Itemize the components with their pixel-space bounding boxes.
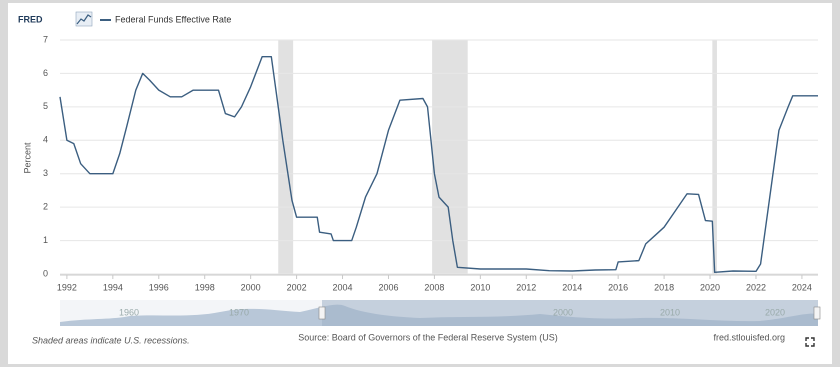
- x-tick-label: 1998: [195, 282, 215, 292]
- navigator-label: 2000: [553, 307, 573, 317]
- x-tick-label: 2016: [608, 282, 628, 292]
- y-tick-label: 5: [43, 101, 48, 111]
- x-tick-label: 2006: [378, 282, 398, 292]
- y-axis-label: Percent: [22, 142, 32, 174]
- x-tick-label: 2004: [333, 282, 353, 292]
- x-tick-label: 2022: [746, 282, 766, 292]
- navigator-label: 1960: [119, 307, 139, 317]
- y-tick-label: 4: [43, 135, 48, 145]
- recession-band: [432, 40, 468, 275]
- x-tick-label: 1992: [57, 282, 77, 292]
- navigator: 1960 1970 2000 2010 2020: [60, 300, 821, 326]
- y-tick-label: 0: [43, 268, 48, 278]
- x-tick-label: 2020: [700, 282, 720, 292]
- plot-area: 0 1 2 3 4 5 6 7 1992 1994 1996 1998 2000 2002 2004 2006…: [43, 34, 818, 292]
- navigator-label: 2010: [660, 307, 680, 317]
- x-tick-label: 2012: [516, 282, 536, 292]
- x-tick-label: 2018: [654, 282, 674, 292]
- x-tick-label: 2010: [470, 282, 490, 292]
- y-tick-label: 7: [43, 34, 48, 44]
- x-tick-label: 1994: [103, 282, 123, 292]
- logo-icon: [75, 11, 93, 27]
- y-tick-label: 1: [43, 235, 48, 245]
- x-tick-label: 2024: [792, 282, 812, 292]
- recession-note: Shaded areas indicate U.S. recessions.: [32, 335, 190, 345]
- y-tick-label: 6: [43, 68, 48, 78]
- y-tick-label: 3: [43, 168, 48, 178]
- navigator-label: 2020: [765, 307, 785, 317]
- x-tick-label: 2000: [241, 282, 261, 292]
- legend-label: Federal Funds Effective Rate: [115, 14, 231, 24]
- logo: FRED: [18, 14, 43, 24]
- site-link[interactable]: fred.stlouisfed.org: [713, 332, 785, 342]
- x-tick-label: 1996: [149, 282, 169, 292]
- source: Source: Board of Governors of the Federa…: [298, 332, 558, 342]
- navigator-label: 1970: [229, 307, 249, 317]
- x-tick-label: 2014: [562, 282, 582, 292]
- x-tick-label: 2008: [424, 282, 444, 292]
- data-line: [59, 56, 818, 274]
- recession-band: [712, 40, 717, 275]
- fullscreen-button[interactable]: [805, 337, 815, 347]
- y-tick-label: 2: [43, 202, 48, 212]
- x-tick-label: 2002: [287, 282, 307, 292]
